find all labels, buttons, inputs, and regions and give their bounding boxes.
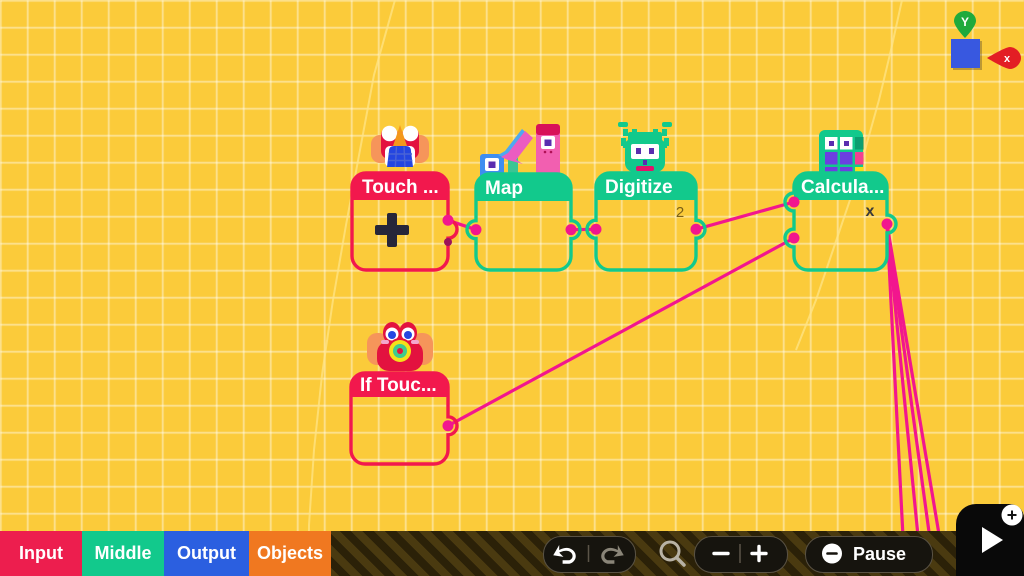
- svg-text:x: x: [866, 203, 875, 220]
- svg-text:x: x: [1004, 53, 1011, 65]
- svg-text:Pause: Pause: [853, 544, 906, 564]
- svg-text:Calcula...: Calcula...: [801, 177, 884, 198]
- svg-text:Y: Y: [961, 15, 969, 29]
- svg-text:Digitize: Digitize: [605, 177, 673, 198]
- svg-text:Touch ...: Touch ...: [362, 177, 439, 198]
- svg-text:Map: Map: [485, 178, 523, 199]
- svg-text:If Touc...: If Touc...: [360, 375, 437, 396]
- svg-text:2: 2: [676, 204, 684, 221]
